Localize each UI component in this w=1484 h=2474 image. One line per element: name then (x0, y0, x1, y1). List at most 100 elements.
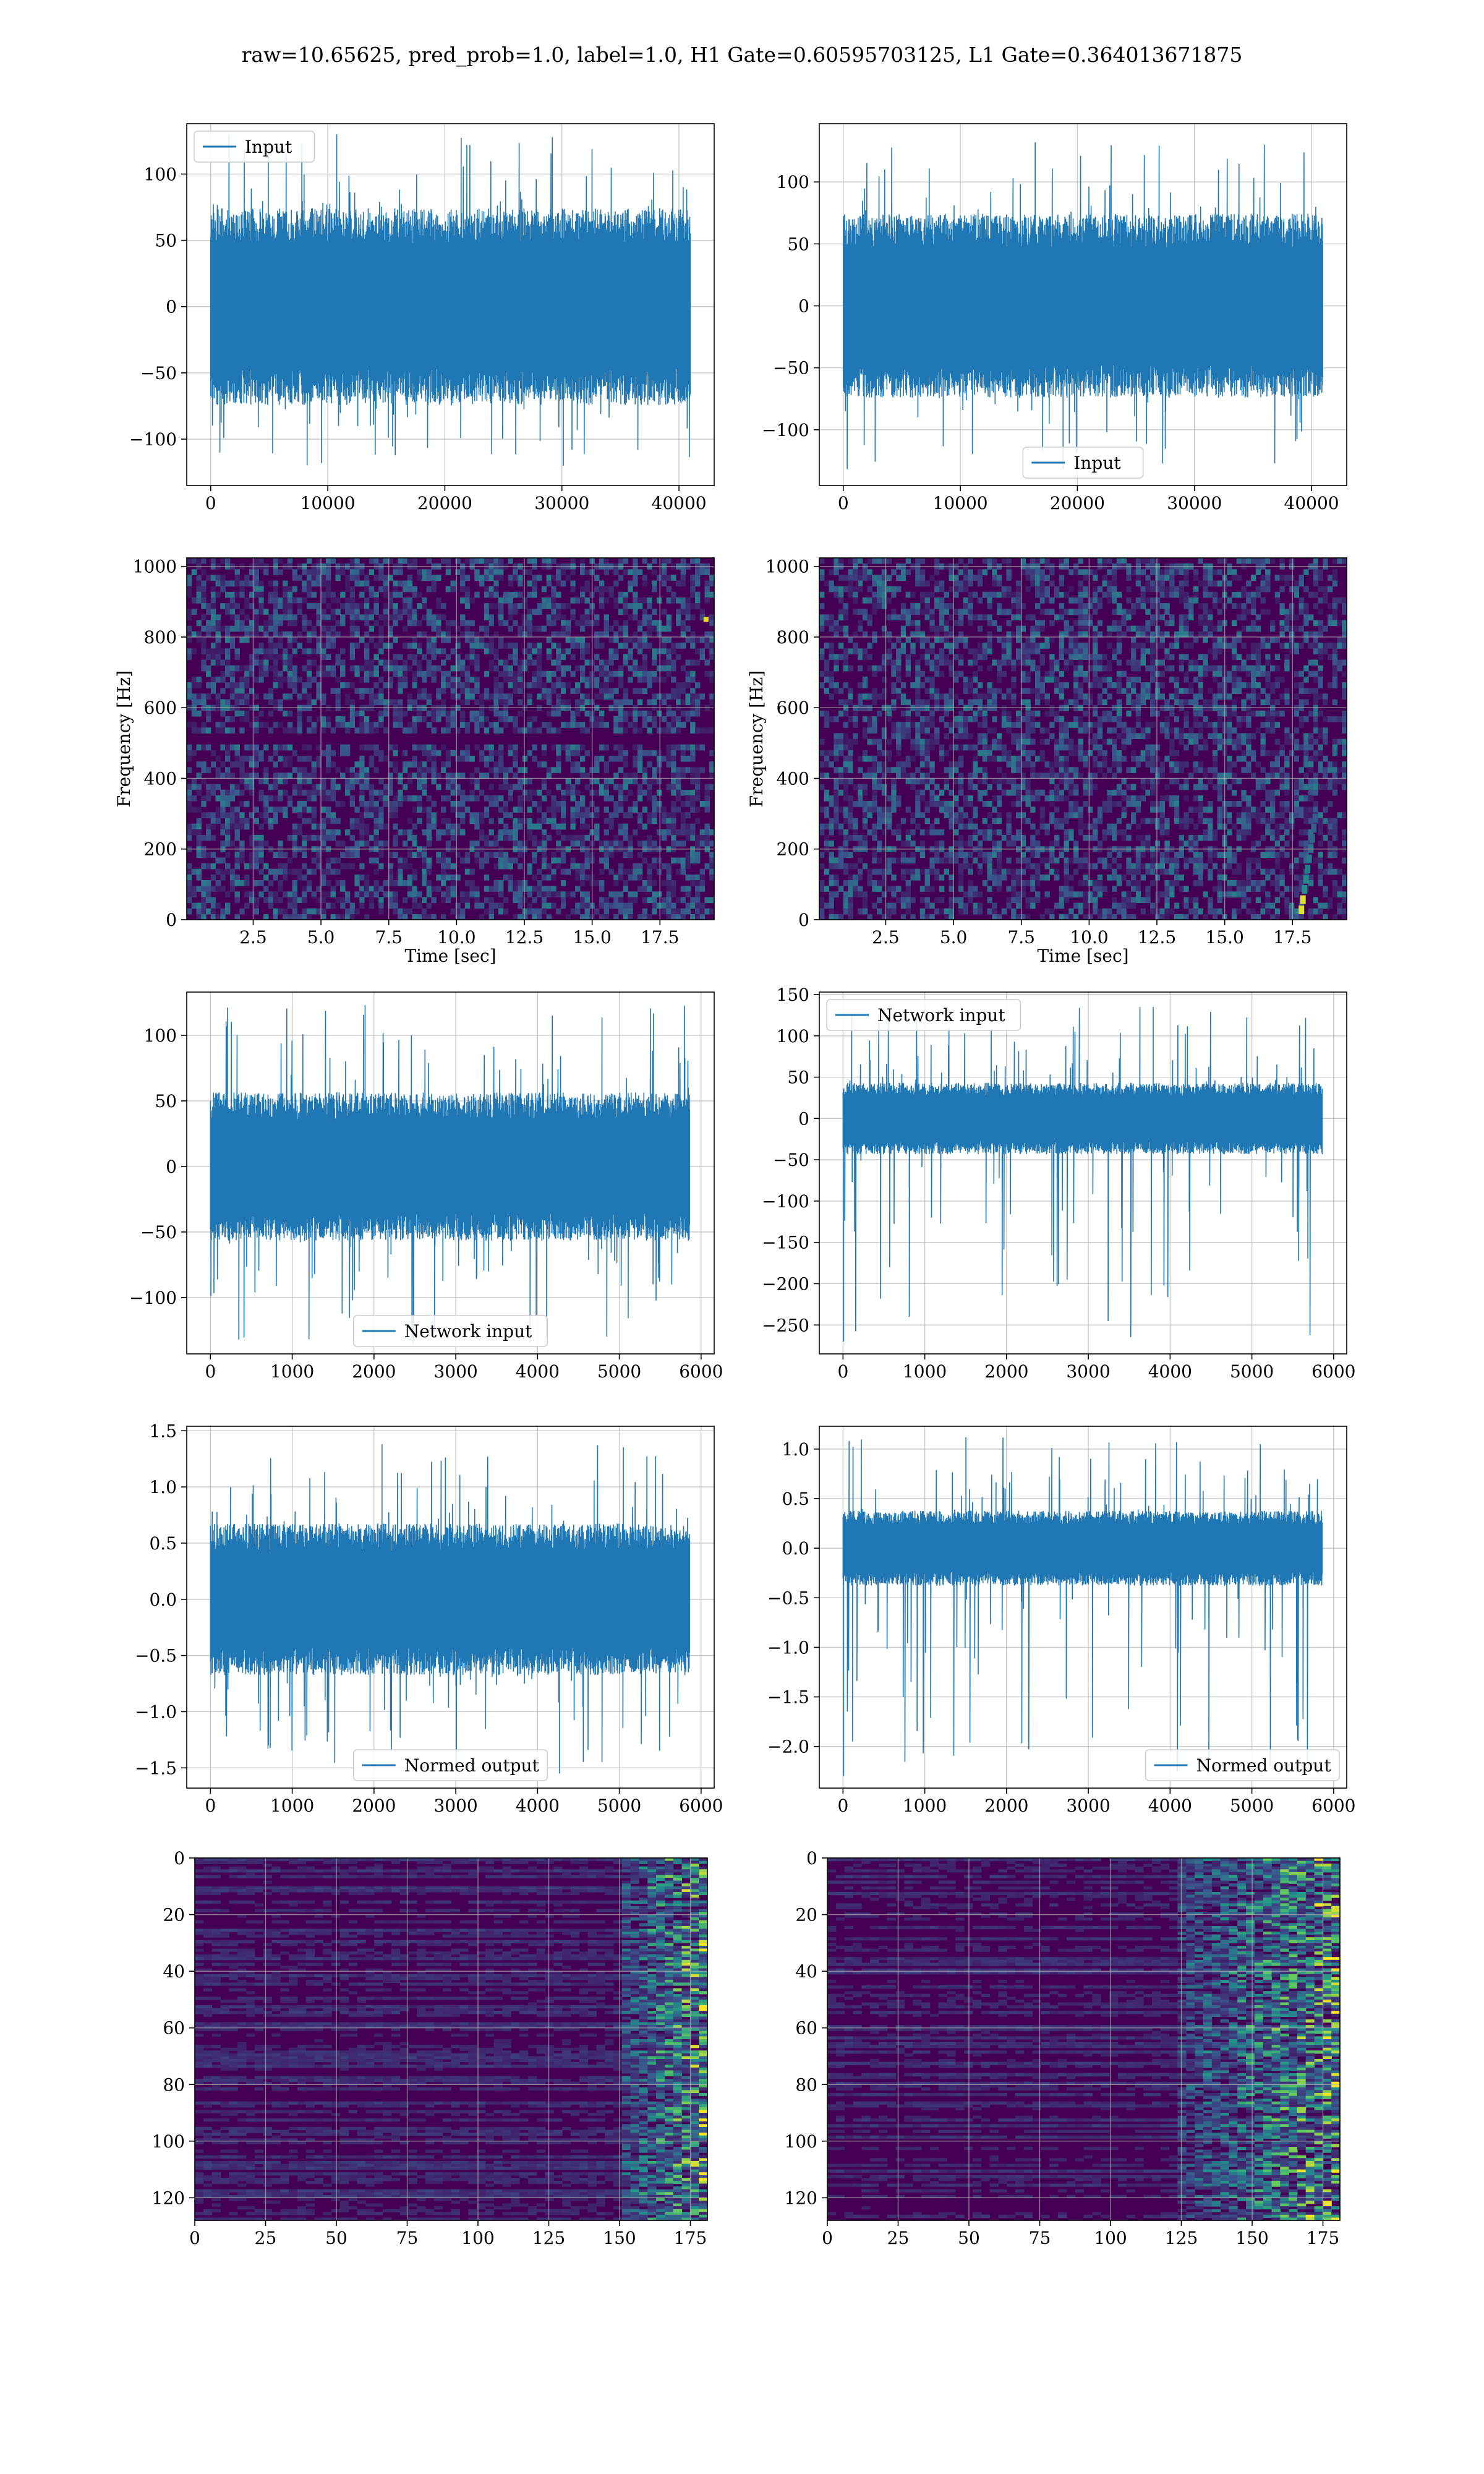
heatmap-cell (518, 880, 523, 886)
heatmap-cell (278, 637, 283, 643)
heatmap-cell (518, 902, 523, 909)
heatmap-cell (527, 807, 532, 813)
heatmap-cell (656, 648, 662, 654)
heatmap-cell (618, 609, 624, 615)
heatmap-cell (1006, 716, 1012, 722)
heatmap-cell (838, 823, 844, 830)
heatmap-cell (225, 852, 231, 858)
heatmap-cell (919, 591, 926, 598)
heatmap-cell (503, 670, 509, 677)
heatmap-cell (522, 569, 528, 575)
heatmap-cell (215, 767, 221, 773)
heatmap-cell (479, 834, 485, 841)
heatmap-cell (570, 614, 576, 621)
heatmap-cell (594, 620, 600, 627)
heatmap-cell (287, 801, 293, 807)
heatmap-cell (877, 823, 882, 830)
heatmap-cell (422, 852, 427, 858)
heatmap-cell (570, 688, 576, 694)
heatmap-cell (690, 580, 696, 587)
heatmap-cell (493, 801, 499, 807)
heatmap-cell (858, 767, 863, 773)
heatmap-cell (963, 677, 968, 683)
heatmap-cell (858, 841, 863, 847)
heatmap-cell (982, 693, 988, 700)
heatmap-cell (608, 795, 614, 802)
heatmap-cell (924, 807, 930, 813)
heatmap-cell (695, 580, 701, 587)
heatmap-cell (623, 699, 629, 706)
heatmap-cell (450, 908, 456, 915)
heatmap-cell (1001, 670, 1007, 677)
heatmap-cell (340, 614, 346, 621)
heatmap-cell (949, 789, 954, 796)
heatmap-cell (584, 897, 590, 904)
heatmap-cell (867, 614, 872, 621)
heatmap-cell (330, 591, 336, 598)
heatmap-cell (522, 880, 528, 886)
heatmap-cell (628, 773, 633, 779)
heatmap-cell (234, 693, 240, 700)
heatmap-cell (412, 874, 417, 881)
heatmap-cell (968, 891, 973, 897)
heatmap-cell (297, 677, 302, 683)
heatmap-cell (676, 682, 681, 688)
heatmap-cell (287, 591, 293, 598)
heatmap-cell (652, 807, 657, 813)
heatmap-cell (637, 755, 643, 762)
heatmap-cell (422, 874, 427, 881)
heatmap-cell (450, 874, 456, 881)
heatmap-cell (633, 609, 638, 615)
heatmap-cell (311, 908, 317, 915)
heatmap-cell (560, 857, 566, 864)
heatmap-cell (824, 823, 830, 830)
heatmap-cell (973, 575, 978, 581)
heatmap-cell (383, 801, 389, 807)
heatmap-cell (695, 886, 701, 892)
heatmap-cell (229, 789, 236, 796)
heatmap-cell (311, 767, 317, 773)
heatmap-cell (628, 868, 633, 875)
heatmap-cell (330, 558, 336, 564)
heatmap-cell (594, 722, 600, 728)
heatmap-cell (254, 807, 259, 813)
heatmap-cell (287, 558, 293, 564)
heatmap-cell (278, 897, 283, 904)
heatmap-cell (944, 852, 949, 858)
heatmap-cell (422, 744, 427, 751)
heatmap-cell (201, 625, 207, 632)
heatmap-cell (996, 829, 1002, 836)
heatmap-cell (676, 643, 681, 649)
heatmap-cell (862, 654, 868, 661)
heatmap-cell (881, 625, 887, 632)
heatmap-cell (929, 744, 935, 751)
heatmap-cell (484, 591, 490, 598)
heatmap-cell (977, 643, 983, 649)
heatmap-cell (215, 580, 221, 587)
heatmap-cell (556, 750, 561, 756)
heatmap-cell (445, 886, 451, 892)
heatmap-cell (633, 807, 638, 813)
heatmap-cell (628, 897, 633, 904)
heatmap-cell (508, 834, 513, 841)
heatmap-cell (599, 722, 605, 728)
heatmap-cell (877, 767, 882, 773)
heatmap-cell (498, 829, 504, 836)
heatmap-cell (551, 609, 556, 615)
heatmap-cell (436, 852, 441, 858)
heatmap-cell (388, 677, 394, 683)
heatmap-cell (239, 852, 245, 858)
heatmap-cell (656, 767, 662, 773)
heatmap-cell (297, 693, 302, 700)
heatmap-cell (292, 670, 297, 677)
heatmap-cell (220, 789, 226, 796)
heatmap-cell (709, 620, 715, 627)
heatmap-cell (330, 795, 336, 802)
heatmap-cell (254, 648, 259, 654)
heatmap-cell (584, 857, 590, 864)
heatmap-cell (987, 631, 992, 638)
heatmap-cell (958, 773, 964, 779)
heatmap-cell (671, 591, 676, 598)
heatmap-cell (445, 586, 451, 593)
heatmap-cell (297, 868, 302, 875)
